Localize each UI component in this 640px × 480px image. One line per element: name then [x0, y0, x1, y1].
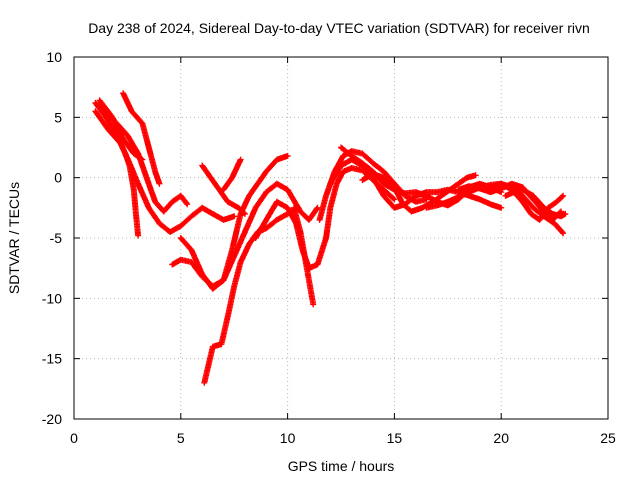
data-marks [220, 156, 244, 193]
series-arc-5 [96, 97, 146, 163]
chart-title: Day 238 of 2024, Sidereal Day-to-day VTE… [88, 20, 590, 36]
data-marks [120, 90, 163, 187]
data-marks [291, 204, 317, 308]
series-arc-9 [177, 152, 291, 292]
data-marks [359, 171, 479, 215]
series-arc-10 [220, 156, 244, 193]
data-marks [92, 108, 238, 235]
x-tick-labels: 0 5 10 15 20 25 [70, 430, 616, 446]
data-marks [502, 186, 569, 220]
series-arc-12 [291, 204, 317, 308]
series-arc-20 [502, 186, 569, 220]
data-marks [96, 97, 146, 163]
grid-lines [74, 57, 608, 419]
x-tick-label: 15 [387, 430, 403, 446]
plot-frame [73, 56, 609, 420]
x-tick-label: 5 [177, 430, 185, 446]
series-arc-2 [92, 108, 238, 235]
x-tick-label: 25 [600, 430, 616, 446]
y-tick-label: -5 [50, 230, 63, 246]
y-tick-label: -15 [42, 351, 62, 367]
y-tick-label: 0 [54, 170, 62, 186]
y-tick-label: -20 [42, 411, 62, 427]
x-axis-label: GPS time / hours [288, 458, 395, 474]
data-series [92, 90, 569, 386]
y-tick-labels: -20 -15 -10 -5 0 5 10 [42, 49, 62, 427]
y-axis-label: SDTVAR / TECUs [6, 182, 22, 294]
data-marks [177, 152, 291, 292]
series-arc-4 [120, 90, 163, 187]
x-tick-label: 10 [280, 430, 296, 446]
y-tick-label: 5 [54, 109, 62, 125]
x-tick-label: 0 [70, 430, 78, 446]
y-tick-label: 10 [46, 49, 62, 65]
y-tick-label: -10 [42, 290, 62, 306]
series-arc-16 [359, 171, 479, 215]
x-tick-label: 20 [493, 430, 509, 446]
